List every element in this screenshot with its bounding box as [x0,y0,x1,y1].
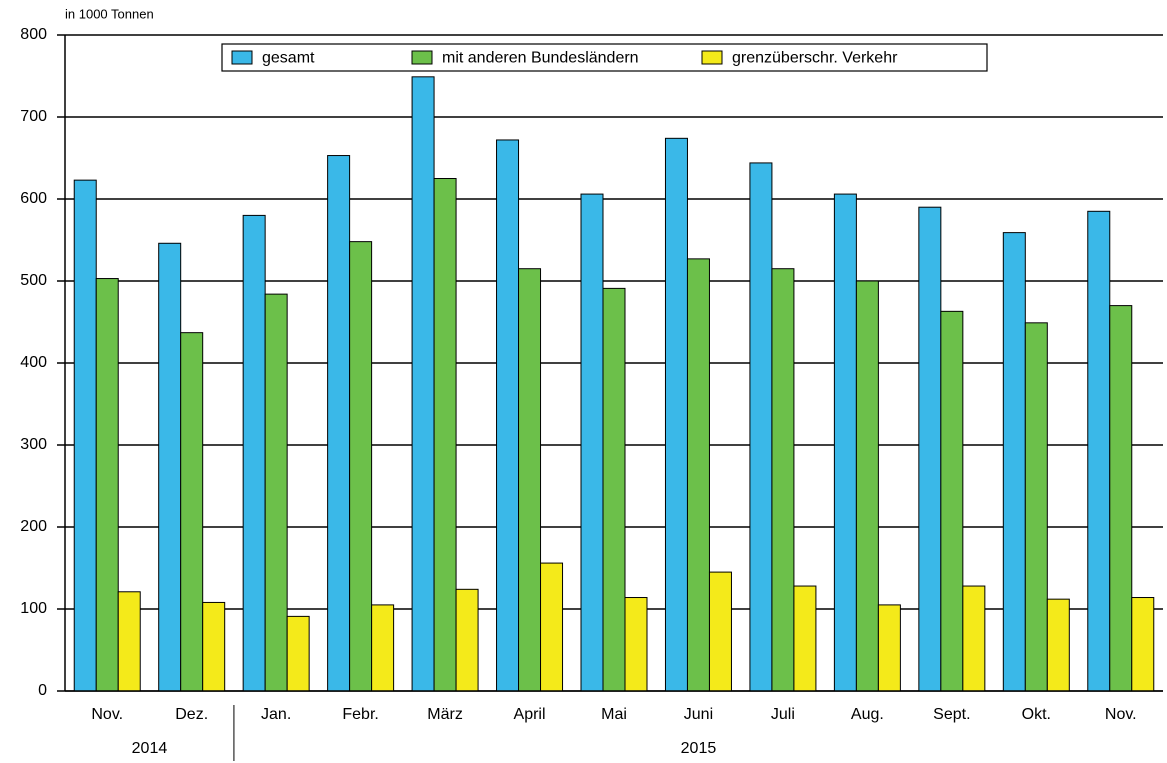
x-tick-label: Juni [684,706,713,723]
y-tick-label: 400 [20,354,47,371]
bar [708,571,732,692]
year-label: 2015 [681,740,717,757]
bar [540,562,564,692]
bar [73,179,97,692]
x-tick-label: Mai [601,706,627,723]
y-tick-label: 0 [38,682,47,699]
bar [749,162,773,692]
x-tick-label: Okt. [1022,706,1051,723]
legend-label: grenzüberschr. Verkehr [732,50,898,67]
bar [624,597,648,692]
bar [793,585,817,692]
legend-box [221,43,988,72]
x-tick-label: Dez. [175,706,208,723]
bar [855,280,879,692]
bar [264,293,288,692]
bar [962,585,986,692]
x-tick-label: Nov. [1105,706,1137,723]
bar [202,601,226,692]
x-tick-label: März [427,706,463,723]
bar [580,193,604,692]
y-tick-label: 500 [20,272,47,289]
year-label: 2014 [132,740,168,757]
bar [771,268,795,692]
bar [286,615,310,692]
y-tick-label: 300 [20,436,47,453]
x-tick-label: Sept. [933,706,970,723]
legend-swatch [411,50,433,65]
bar [455,588,479,692]
y-axis-label: in 1000 Tonnen [65,6,154,21]
bar [940,310,964,692]
legend-swatch [701,50,723,65]
bar [1024,322,1048,692]
bar [349,241,373,692]
bar [1109,305,1133,692]
bar [371,604,395,692]
bar [918,206,942,692]
bar [664,137,688,692]
bar [95,278,119,692]
x-tick-label: Febr. [342,706,378,723]
y-tick-label: 700 [20,108,47,125]
bar [1046,598,1070,692]
bar [1002,232,1026,692]
y-tick-label: 600 [20,190,47,207]
bar [1087,210,1111,692]
bar [117,591,141,692]
y-tick-label: 800 [20,26,47,43]
x-tick-label: Aug. [851,706,884,723]
bar [180,332,204,692]
x-tick-label: Juli [771,706,795,723]
bar [411,76,435,692]
bar [833,193,857,692]
legend-swatch [231,50,253,65]
x-tick-label: Nov. [91,706,123,723]
bar [518,268,542,692]
bar [1131,597,1155,692]
y-tick-label: 200 [20,518,47,535]
bar [433,178,457,692]
legend-label: mit anderen Bundesländern [442,50,639,67]
x-tick-label: April [514,706,546,723]
bar [158,242,182,692]
bar [877,604,901,692]
bar [602,287,626,692]
y-tick-label: 100 [20,600,47,617]
bar [686,258,710,692]
bar [327,155,351,692]
bar [496,139,520,692]
bar [242,214,266,692]
legend-label: gesamt [262,50,315,67]
x-tick-label: Jan. [261,706,291,723]
